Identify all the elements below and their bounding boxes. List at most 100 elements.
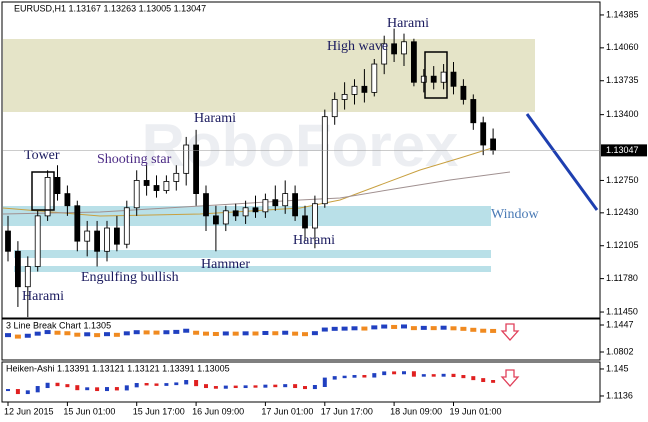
line-break-block [222,331,229,336]
y-tick-label: 1.14060 [606,42,639,52]
annotation: Engulfing bullish [81,270,179,285]
heiken-ashi-bar [144,383,149,386]
line-break-block [193,330,200,335]
heiken-ashi-bar [184,380,189,385]
line-break-block [292,331,299,336]
y-tick-label: 1.11450 [606,306,638,316]
candle-body [262,199,269,213]
frame [1,318,601,361]
line-break-block [351,326,358,331]
line-break-block [331,326,338,331]
line-break-block [153,330,160,335]
annotation: Tower [24,148,60,163]
panel-title: 3 Line Break Chart 1.1305 [6,320,111,330]
heiken-ashi-bar [114,387,119,391]
heiken-ashi-bar [174,382,179,386]
candle-body [460,85,467,100]
annotation: Shooting star [97,152,172,167]
line-break-block [242,331,249,336]
line-break-block [321,327,328,332]
candle-body [114,227,120,245]
line-break-block [302,332,308,337]
annotation: Harami [387,16,429,31]
line-break-block [440,325,447,330]
candle-body [490,138,497,151]
line-break-block [24,333,31,338]
heiken-ashi-bar [491,380,496,383]
frame [1,361,601,403]
watermark: RoboForex [142,112,459,179]
heiken-ashi-bar [15,389,20,395]
heiken-ashi-bar [134,383,139,388]
line-break-block [232,331,239,336]
candle-body [54,177,61,194]
line-break-block [113,332,120,337]
candle-body [272,199,279,207]
heiken-ashi-bar [124,385,129,391]
candle-body [292,193,299,217]
heiken-ashi-bar [283,384,288,388]
x-tick-label: 15 Jun 01:00 [63,406,115,416]
candle-body [5,230,11,252]
line-break-block [133,330,140,335]
line-break-block [252,331,259,336]
line-break-block [54,330,61,335]
y-tick-label: 1.12430 [606,207,639,217]
line-break-block [104,332,110,337]
x-tick-label: 17 Jun 17:00 [321,406,373,416]
heiken-ashi-bar [85,387,90,391]
heiken-ashi-bar [402,371,406,375]
candle-body [440,71,447,83]
line-break-block [14,334,21,339]
heiken-ashi-bar [322,377,327,387]
y-tick-label: 1.0802 [606,346,634,356]
candle-body [450,71,457,87]
line-break-block [64,331,71,336]
candle-body [351,85,358,95]
line-break-block [460,326,467,331]
heiken-ashi-bar [481,378,486,383]
chart-title: EURUSD,H1 1.13167 1.13263 1.13005 1.1304… [14,3,206,13]
heiken-ashi-bar [25,390,30,395]
heiken-ashi-bar [421,374,426,377]
line-break-block [183,328,190,333]
candle-body [74,205,81,242]
heiken-ashi-bar [6,389,10,392]
heiken-ashi-bar [431,374,436,377]
heiken-ashi-bar [154,383,159,386]
candle-body [391,43,398,55]
line-break-block [203,331,209,336]
heiken-ashi-bar [45,382,50,389]
x-tick-label: 15 Jun 17:00 [133,406,185,416]
heiken-ashi-bar [293,384,298,389]
candle-body [94,230,100,252]
candle-body [133,180,140,209]
heiken-ashi-bar [55,382,60,387]
candle-body [361,85,368,93]
candle-body [123,207,130,245]
y-tick-label: 1.12105 [606,240,639,250]
line-break-block [94,333,101,338]
y-tick-label: 1.14385 [606,9,639,19]
heiken-ashi-bar [332,376,337,380]
line-break-block [272,331,279,336]
candle-body [401,41,407,55]
candle-body [282,193,289,207]
annotation: Window [491,207,540,222]
candle-body [470,99,477,124]
line-break-block [391,324,398,329]
line-break-block [74,332,81,337]
x-tick-label: 16 Jun 09:00 [192,406,244,416]
heiken-ashi-bar [263,384,268,388]
y-tick-label: 1.145 [606,363,629,373]
support-zone [14,250,491,258]
candle-body [183,144,190,174]
heiken-ashi-bar [471,376,476,381]
heiken-ashi-bar [411,371,416,377]
line-break-block [212,331,219,336]
down-arrow [500,369,520,387]
candle-body [104,227,110,252]
x-tick-label: 19 Jun 01:00 [450,406,502,416]
pattern-box [31,171,55,211]
line-break-block [450,326,457,331]
